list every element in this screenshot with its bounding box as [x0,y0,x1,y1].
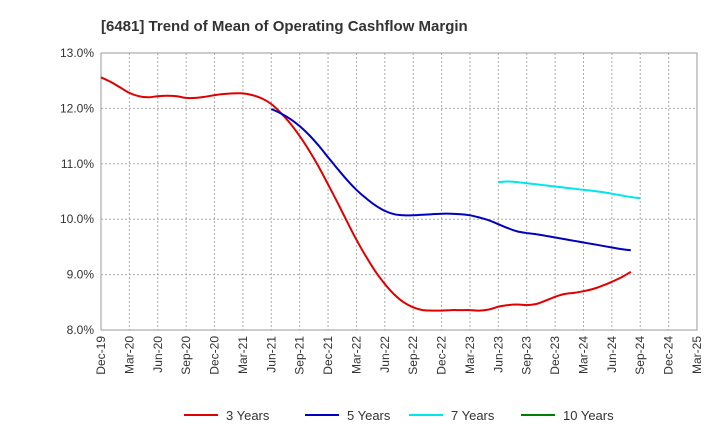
legend-label-4: 10 Years [563,408,614,423]
x-tick-label: Dec-23 [548,336,562,375]
legend: 3 Years 5 Years 7 Years 10 Years [184,408,614,423]
plot-frame [100,52,698,331]
legend-label-3: 7 Years [451,408,495,423]
x-tick-label: Sep-24 [633,336,647,375]
y-tick-label: 13.0% [60,46,94,60]
y-tick-label: 12.0% [60,101,94,115]
x-tick-label: Dec-24 [662,336,676,375]
x-tick-label: Sep-21 [293,336,307,375]
y-axis: 8.0% 9.0% 10.0% 11.0% 12.0% 13.0% [60,46,94,337]
x-tick-label: Dec-19 [94,336,108,375]
x-tick-label: Dec-21 [321,336,335,375]
x-tick-label: Mar-25 [690,336,704,374]
series [100,76,641,312]
x-tick-label: Jun-23 [491,336,505,373]
x-tick-label: Jun-24 [605,336,619,373]
x-tick-label: Sep-20 [179,336,193,375]
x-tick-label: Dec-20 [208,336,222,375]
y-tick-label: 10.0% [60,212,94,226]
x-tick-label: Jun-20 [151,336,165,373]
x-axis: Dec-19 Mar-20 Jun-20 Sep-20 Dec-20 Mar-21 Jun-… [94,336,704,375]
series-line-1 [100,76,632,312]
x-tick-label: Sep-22 [406,336,420,375]
legend-label-1: 3 Years [226,408,270,423]
y-tick-label: 8.0% [67,323,95,337]
y-tick-label: 11.0% [61,157,94,171]
x-tick-label: Dec-22 [435,336,449,375]
x-tick-label: Mar-24 [576,336,590,374]
x-tick-label: Mar-22 [349,336,363,374]
y-tick-label: 9.0% [67,268,95,282]
x-tick-label: Mar-20 [122,336,136,374]
x-tick-label: Sep-23 [520,336,534,375]
x-tick-label: Jun-21 [264,336,278,373]
x-tick-label: Mar-23 [463,336,477,374]
series-line-2 [270,108,631,252]
series-line-3 [498,180,641,200]
legend-label-2: 5 Years [347,408,391,423]
grid [101,53,697,330]
chart-title: [6481] Trend of Mean of Operating Cashfl… [101,18,468,35]
x-tick-label: Mar-21 [236,336,250,374]
x-tick-label: Jun-22 [378,336,392,373]
